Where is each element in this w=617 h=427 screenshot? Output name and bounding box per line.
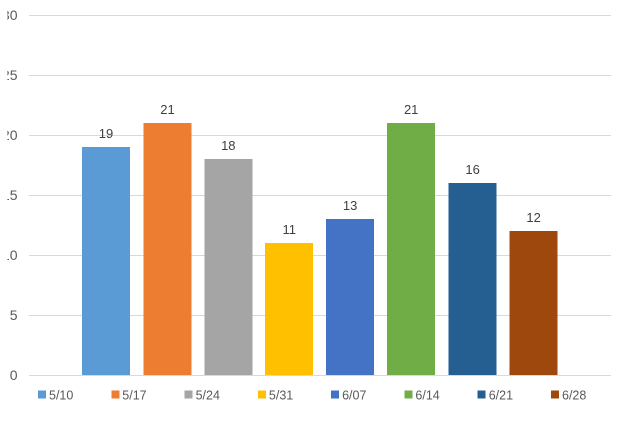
svg-text:19: 19 [99,126,113,141]
svg-text:6/07: 6/07 [342,388,366,402]
svg-text:11: 11 [282,222,296,237]
svg-text:0: 0 [10,367,18,383]
svg-text:16: 16 [465,162,479,177]
svg-text:12: 12 [526,210,540,225]
svg-text:6/28: 6/28 [562,388,586,402]
svg-text:5/31: 5/31 [269,388,293,402]
svg-text:5/17: 5/17 [122,388,146,402]
svg-text:21: 21 [404,102,418,117]
svg-text:5: 5 [10,307,18,323]
svg-text:21: 21 [160,102,174,117]
svg-text:13: 13 [343,198,357,213]
svg-text:5/10: 5/10 [49,388,73,402]
svg-text:18: 18 [221,138,235,153]
svg-text:6/21: 6/21 [489,388,513,402]
svg-text:5/24: 5/24 [196,388,220,402]
svg-text:6/14: 6/14 [415,388,439,402]
